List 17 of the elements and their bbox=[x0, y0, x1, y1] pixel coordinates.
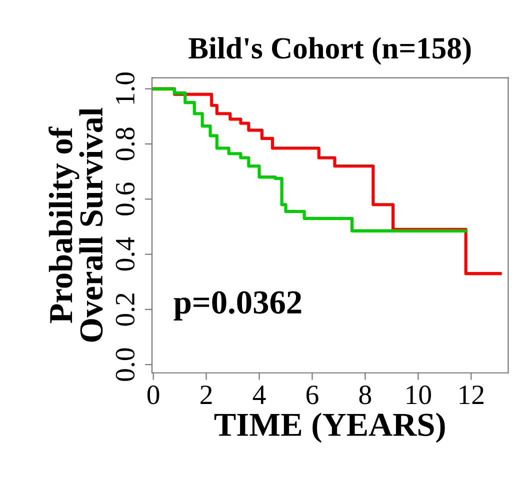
x-tick-label: 0 bbox=[147, 385, 160, 404]
y-tick-label: 0.6 bbox=[116, 182, 135, 216]
y-axis-title: Probability of Overall Survival bbox=[48, 108, 103, 342]
x-axis-title: TIME (YEARS) bbox=[214, 412, 445, 443]
x-tick-label: 6 bbox=[306, 386, 318, 404]
y-tick-label: 0.4 bbox=[116, 237, 135, 271]
y-tick-label: 0.8 bbox=[116, 128, 135, 160]
x-tick-label: 10 bbox=[406, 385, 431, 404]
y-tick-label: 0.0 bbox=[116, 348, 135, 381]
x-tick-label: 12 bbox=[460, 386, 484, 404]
x-tick-label: 2 bbox=[200, 386, 212, 404]
x-tick-label: 8 bbox=[359, 385, 372, 404]
x-tick-label: 4 bbox=[252, 386, 266, 404]
y-tick-label: 1.0 bbox=[116, 72, 135, 104]
y-tick-label: 0.2 bbox=[116, 294, 135, 326]
chart-title: Bild's Cohort (n=158) bbox=[188, 37, 471, 65]
annotation: p=0.0362 bbox=[174, 291, 302, 320]
